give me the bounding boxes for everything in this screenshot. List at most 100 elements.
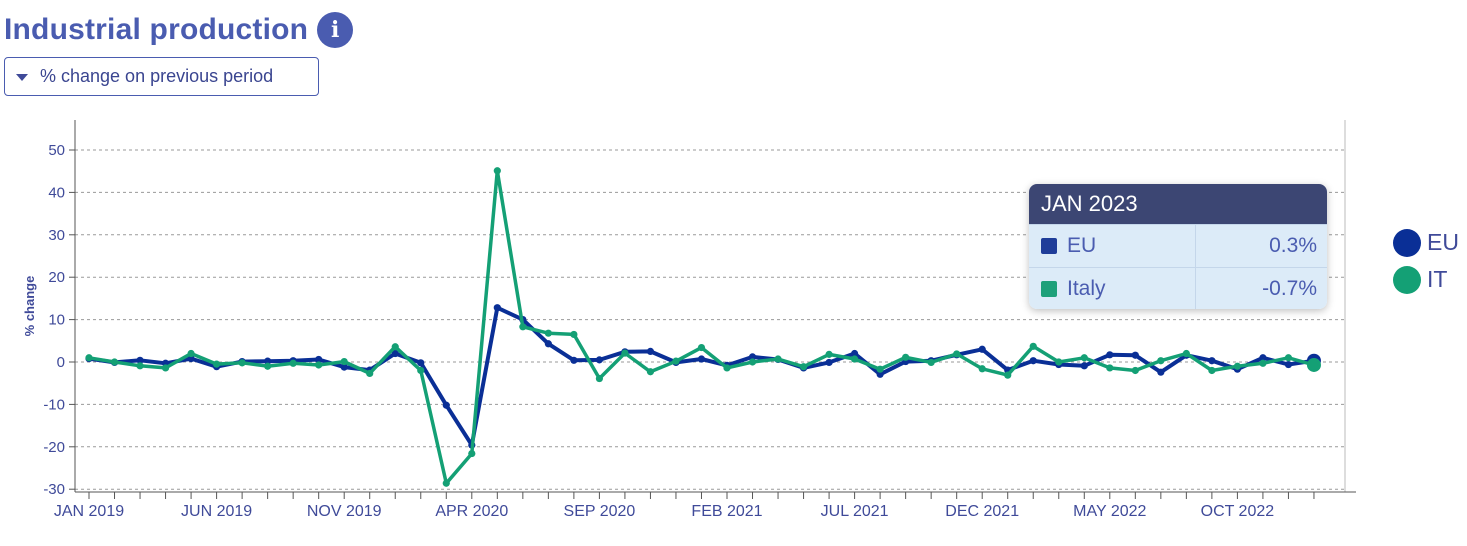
data-point-eu bbox=[1029, 357, 1037, 365]
page-title: Industrial production bbox=[4, 13, 309, 46]
data-point-it bbox=[1029, 342, 1037, 350]
data-point-it bbox=[774, 355, 782, 363]
tooltip-period: JAN 2023 bbox=[1029, 184, 1327, 224]
data-point-it bbox=[646, 368, 655, 376]
data-point-it bbox=[1259, 359, 1267, 367]
y-tick-label: 10 bbox=[48, 312, 65, 329]
data-point-eu bbox=[876, 370, 884, 378]
data-point-it bbox=[544, 329, 552, 337]
tooltip-value: 0.3% bbox=[1269, 234, 1317, 257]
x-tick-label: FEB 2021 bbox=[691, 503, 762, 520]
data-point-eu bbox=[1080, 362, 1088, 370]
data-point-it bbox=[1208, 366, 1216, 375]
data-point-eu bbox=[1106, 351, 1114, 359]
data-point-it bbox=[851, 355, 859, 363]
data-point-it bbox=[340, 357, 348, 366]
data-point-it bbox=[289, 359, 297, 367]
data-point-eu bbox=[264, 357, 272, 365]
tooltip-divider bbox=[1195, 225, 1196, 267]
data-point-eu bbox=[493, 304, 501, 312]
data-point-eu bbox=[825, 358, 833, 367]
y-tick-label: 40 bbox=[48, 184, 65, 201]
data-point-it bbox=[672, 357, 680, 365]
data-point-eu bbox=[391, 349, 399, 358]
data-point-it bbox=[748, 358, 757, 366]
series-layer bbox=[85, 167, 1321, 487]
data-point-it bbox=[161, 364, 170, 372]
data-point-it bbox=[1106, 364, 1114, 372]
data-point-it bbox=[978, 365, 986, 373]
data-point-eu bbox=[697, 355, 706, 363]
y-tick-label: 30 bbox=[48, 227, 65, 244]
data-point-it bbox=[723, 364, 731, 372]
x-tick-label: NOV 2019 bbox=[307, 503, 382, 520]
data-point-it bbox=[902, 353, 910, 361]
tooltip: JAN 2023 EU 0.3% Italy -0.7% bbox=[1029, 184, 1327, 309]
data-point-it bbox=[315, 361, 323, 369]
tooltip-swatch-italy bbox=[1041, 281, 1057, 297]
data-point-it bbox=[519, 323, 527, 331]
data-point-it bbox=[136, 362, 144, 370]
data-point-it bbox=[391, 343, 399, 351]
data-point-it bbox=[621, 349, 629, 357]
tooltip-row-eu: EU 0.3% bbox=[1029, 224, 1327, 267]
x-tick-label: SEP 2020 bbox=[564, 503, 636, 520]
legend-item-it[interactable]: IT bbox=[1393, 261, 1459, 298]
data-point-it bbox=[417, 366, 425, 375]
data-point-it bbox=[213, 360, 221, 368]
x-tick-label: JUN 2019 bbox=[181, 503, 252, 520]
y-axis-label: % change bbox=[22, 276, 37, 337]
data-point-it bbox=[953, 350, 961, 358]
data-point-eu bbox=[570, 356, 578, 364]
data-point-it bbox=[1233, 362, 1241, 370]
y-tick-label: -30 bbox=[43, 481, 65, 498]
data-point-it bbox=[595, 374, 604, 383]
x-tick-label: OCT 2022 bbox=[1201, 503, 1275, 520]
data-point-eu bbox=[1259, 354, 1267, 362]
x-tick-label: DEC 2021 bbox=[945, 503, 1019, 520]
data-point-eu bbox=[442, 401, 450, 409]
measure-dropdown[interactable]: % change on previous period bbox=[4, 57, 319, 96]
caret-down-icon bbox=[16, 74, 28, 81]
data-point-it bbox=[570, 330, 578, 339]
data-point-it bbox=[264, 362, 272, 370]
x-tick-label: MAY 2022 bbox=[1073, 503, 1146, 520]
tooltip-row-italy: Italy -0.7% bbox=[1029, 267, 1327, 309]
axis-layer: 50 40 30 20 10 0 -10 -20 -30 JAN 2019 JUN 2019 NOV … bbox=[43, 120, 1356, 520]
data-point-eu bbox=[1157, 368, 1165, 376]
legend-item-eu[interactable]: EU bbox=[1393, 224, 1459, 261]
data-point-it bbox=[825, 350, 833, 358]
data-point-eu bbox=[748, 353, 757, 361]
title-row: Industrial production i bbox=[4, 12, 354, 48]
data-point-eu bbox=[136, 356, 144, 364]
data-point-eu bbox=[315, 355, 323, 364]
y-tick-label: -10 bbox=[43, 396, 65, 413]
info-icon[interactable]: i bbox=[317, 12, 354, 48]
data-point-it bbox=[927, 358, 935, 367]
data-point-it bbox=[799, 363, 808, 371]
data-point-it bbox=[697, 343, 706, 352]
tooltip-label: Italy bbox=[1067, 277, 1106, 300]
data-point-it bbox=[1306, 357, 1321, 372]
legend-label: EU bbox=[1427, 229, 1459, 255]
data-point-eu bbox=[1208, 357, 1216, 365]
dropdown-label: % change on previous period bbox=[40, 66, 274, 86]
y-tick-label: -20 bbox=[43, 439, 65, 456]
data-point-it bbox=[110, 358, 119, 366]
tooltip-label: EU bbox=[1067, 234, 1097, 257]
data-point-eu bbox=[1131, 351, 1139, 359]
data-point-eu bbox=[978, 345, 986, 353]
x-tick-label: JUL 2021 bbox=[821, 503, 889, 520]
data-point-it bbox=[876, 365, 884, 373]
data-point-eu bbox=[595, 356, 604, 364]
data-point-it bbox=[366, 369, 374, 378]
data-point-eu bbox=[544, 340, 552, 348]
tooltip-divider bbox=[1195, 268, 1196, 309]
data-point-it bbox=[1004, 371, 1012, 379]
data-point-it bbox=[1182, 349, 1190, 358]
data-point-it bbox=[1055, 358, 1063, 366]
y-tick-label: 50 bbox=[48, 142, 65, 159]
tooltip-value: -0.7% bbox=[1262, 277, 1317, 300]
data-point-it bbox=[187, 349, 195, 358]
